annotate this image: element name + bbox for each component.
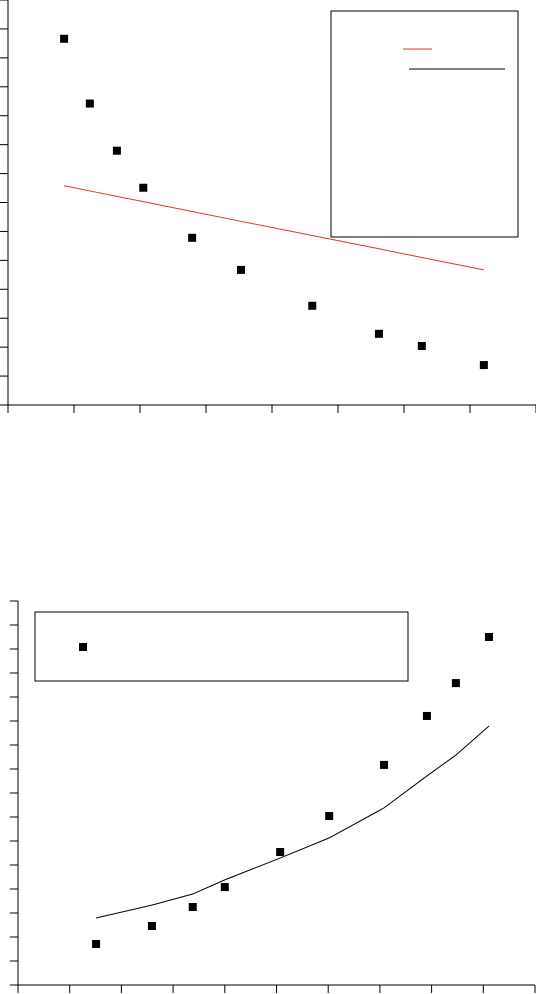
point [308, 301, 317, 310]
legend-sample [79, 643, 87, 651]
point [422, 711, 431, 720]
point [92, 939, 101, 948]
point [451, 679, 460, 688]
line [64, 185, 484, 271]
line [95, 725, 490, 919]
point [325, 812, 334, 821]
point [484, 633, 493, 641]
point [380, 760, 389, 769]
point [374, 329, 383, 338]
point [188, 233, 197, 242]
point [139, 183, 148, 192]
point [188, 903, 197, 911]
point [147, 921, 156, 930]
point [85, 99, 94, 108]
point [417, 341, 426, 350]
point [236, 265, 245, 274]
point [220, 883, 229, 892]
legend-box [34, 611, 409, 682]
legend-box [330, 10, 519, 238]
point [60, 34, 69, 43]
point [112, 146, 121, 155]
point [479, 361, 488, 370]
point [276, 848, 285, 857]
